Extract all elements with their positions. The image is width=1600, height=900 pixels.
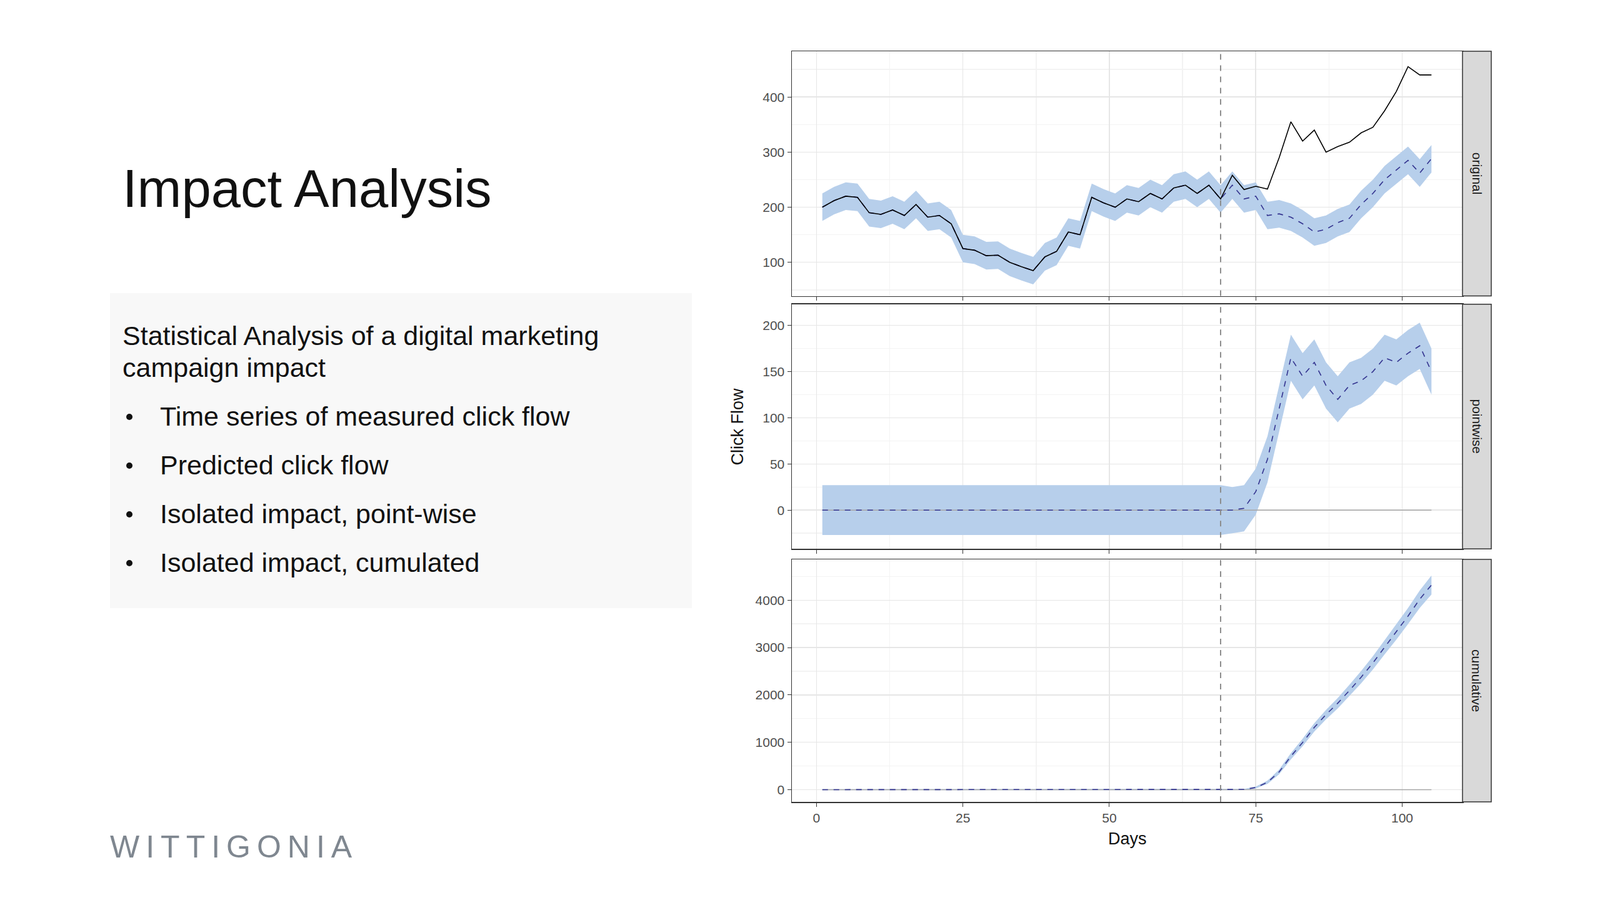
- svg-text:2000: 2000: [755, 687, 785, 702]
- html-text:Time series of measured click: Time series of measured click flow: [160, 401, 570, 432]
- svg-text:300: 300: [762, 145, 785, 160]
- html-text:WITTIGONIA: WITTIGONIA: [110, 829, 359, 865]
- svg-text:3000: 3000: [755, 640, 785, 655]
- svg-text:100: 100: [1391, 810, 1414, 825]
- svg-text:cumulative: cumulative: [1469, 649, 1484, 712]
- svg-text:100: 100: [762, 255, 785, 270]
- svg-text:200: 200: [762, 200, 785, 215]
- svg-text:100: 100: [762, 410, 785, 425]
- html-text:Predicted click flow: Predicted click flow: [160, 450, 389, 480]
- svg-text:Days: Days: [1108, 829, 1147, 849]
- svg-text:Click Flow: Click Flow: [728, 388, 747, 466]
- html-text:Impact Analysis: Impact Analysis: [122, 158, 492, 219]
- svg-text:150: 150: [762, 364, 785, 379]
- svg-text:0: 0: [777, 503, 785, 518]
- svg-text:400: 400: [762, 90, 785, 105]
- svg-text:pointwise: pointwise: [1470, 398, 1485, 454]
- svg-text:200: 200: [762, 318, 785, 333]
- svg-text:25: 25: [955, 810, 970, 825]
- svg-text:original: original: [1470, 152, 1485, 195]
- svg-text:0: 0: [813, 810, 821, 825]
- svg-text:1000: 1000: [755, 735, 785, 750]
- svg-text:0: 0: [777, 782, 785, 797]
- svg-text:50: 50: [1101, 810, 1117, 825]
- html-text:Isolated impact, cumulated: Isolated impact, cumulated: [160, 547, 480, 578]
- html-text:Isolated impact, point-wise: Isolated impact, point-wise: [160, 498, 477, 529]
- html-text:Statistical Analysis of a digi: Statistical Analysis of a digital market…: [122, 320, 599, 383]
- svg-text:75: 75: [1248, 810, 1264, 825]
- svg-text:4000: 4000: [755, 593, 785, 608]
- svg-text:50: 50: [770, 456, 785, 472]
